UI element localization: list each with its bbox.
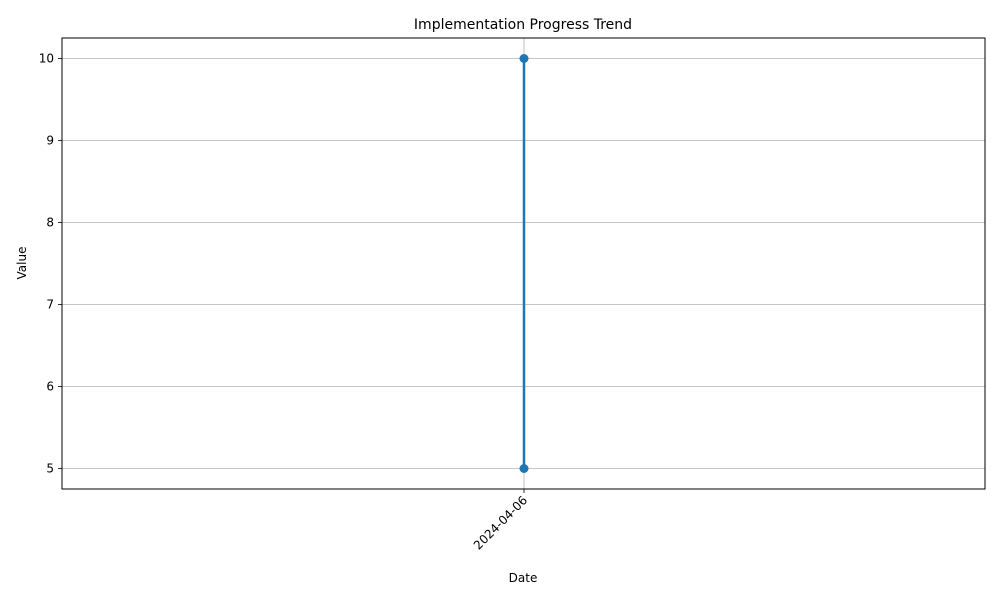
data-point	[519, 464, 529, 473]
y-axis-label: Value	[15, 247, 29, 280]
y-tick-label: 5	[46, 462, 54, 476]
data-point	[519, 54, 529, 63]
series-layer	[519, 54, 529, 473]
y-tick-label: 10	[39, 52, 54, 66]
y-tick-label: 6	[46, 380, 54, 394]
y-tick-label: 7	[46, 298, 54, 312]
y-tick-label: 8	[46, 216, 54, 230]
plot-frame	[61, 37, 986, 490]
x-axis-ticks: 2024-04-06	[471, 489, 530, 552]
y-tick-label: 9	[46, 134, 54, 148]
y-axis-ticks: 5 6 7 8 9 10	[39, 52, 62, 476]
x-tick-label: 2024-04-06	[471, 493, 530, 552]
x-axis-label: Date	[509, 571, 538, 585]
chart-title: Implementation Progress Trend	[414, 17, 632, 33]
